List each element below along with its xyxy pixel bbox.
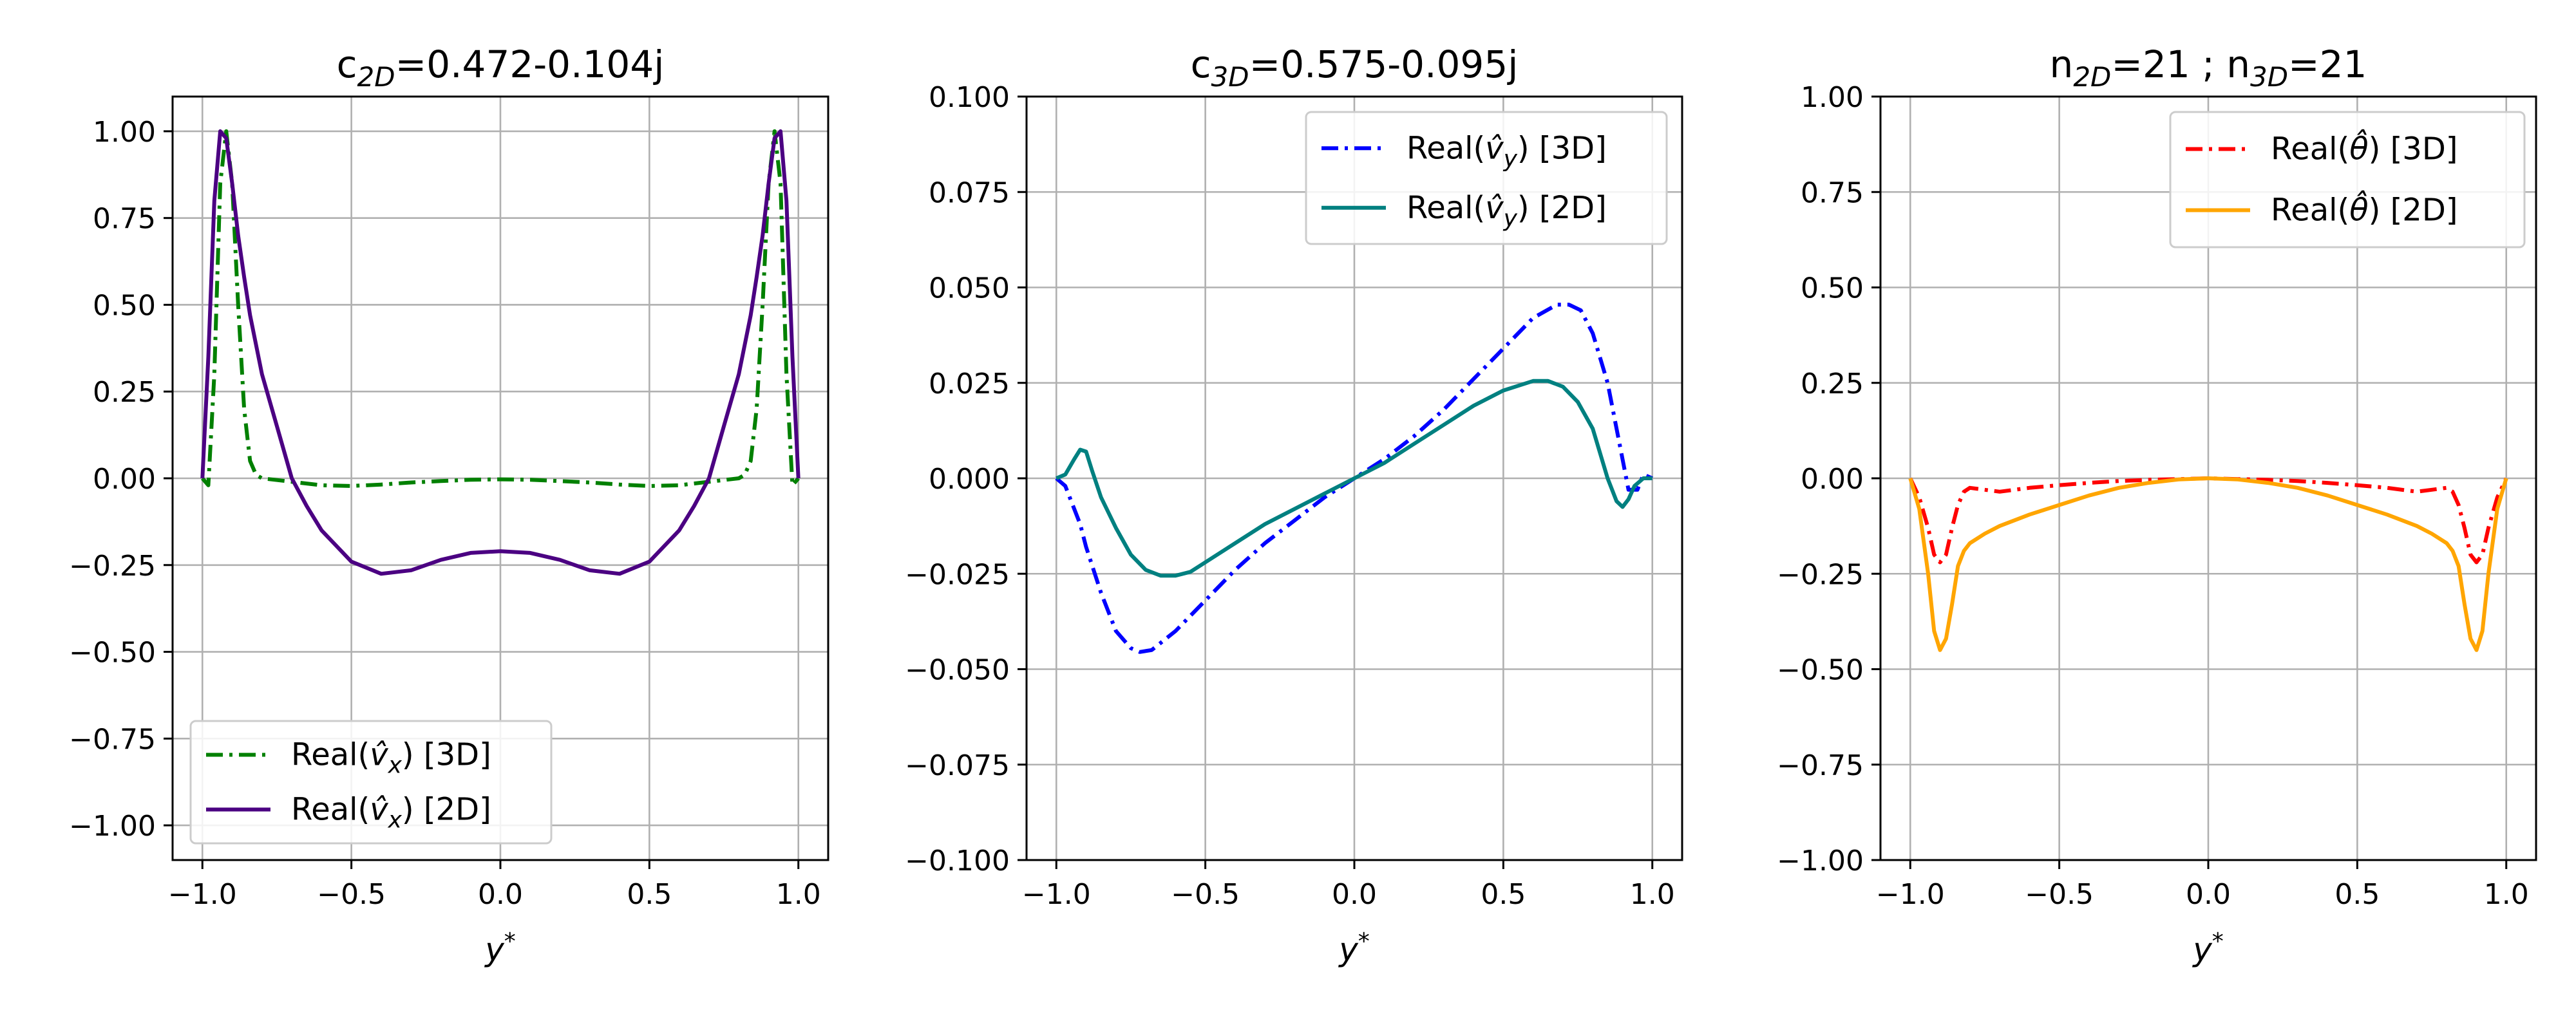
legend: Real(v̂y) [3D] Real(v̂y) [2D] — [1305, 111, 1668, 245]
x-tick-label: 1.0 — [1630, 878, 1675, 911]
y-tick-label: 0.100 — [929, 81, 1010, 114]
legend-box — [1305, 111, 1668, 245]
x-tick-label: 0.5 — [627, 878, 672, 911]
x-axis-label: y* — [484, 928, 516, 968]
chart-title: n2D=21 ; n3D=21 — [2050, 42, 2367, 93]
legend-label-1: Real(v̂y) [3D] — [1406, 130, 1607, 172]
y-tick-label: −0.075 — [905, 749, 1010, 782]
x-tick-label: −1.0 — [168, 878, 237, 911]
legend-label-2: Real(v̂y) [2D] — [1406, 190, 1607, 232]
series-line-2 — [1056, 379, 1653, 578]
y-tick-label: −0.50 — [1777, 654, 1864, 687]
y-tick-label: −1.00 — [1777, 845, 1864, 877]
series-line-1 — [201, 129, 800, 488]
y-tick-label: 0.50 — [1801, 272, 1864, 305]
y-tick-label: −0.75 — [1777, 749, 1864, 782]
y-tick-label: 0.25 — [93, 376, 156, 409]
legend-box — [189, 720, 553, 845]
chart-panel-3: −1.0 −0.5 0.0 0.5 1.0 −1.00 −0.75 −0.50 −0.25 0.0… — [1777, 42, 2537, 968]
legend-label-2: Real(θ̂) [2D] — [2271, 190, 2458, 229]
y-tick-label: −0.025 — [905, 558, 1010, 591]
x-tick-label: 0.0 — [2186, 878, 2231, 911]
x-tick-label: −0.5 — [2025, 878, 2094, 911]
x-axis-label: y* — [1338, 928, 1370, 968]
y-tick-label: −0.25 — [69, 550, 156, 583]
x-tick-label: −1.0 — [1876, 878, 1945, 911]
x-tick-label: −0.5 — [1171, 878, 1240, 911]
y-tick-label: 0.25 — [1801, 368, 1864, 400]
y-tick-label: 0.050 — [929, 272, 1010, 305]
chart-panel-2: −1.0 −0.5 0.0 0.5 1.0 −0.100 −0.075 −0.050 −0.02… — [905, 42, 1683, 968]
y-tick-label: 1.00 — [1801, 81, 1864, 114]
y-tick-label: −0.75 — [69, 723, 156, 756]
legend: Real(v̂x) [3D] Real(v̂x) [2D] — [189, 720, 553, 845]
y-tick-label: 0.00 — [1801, 463, 1864, 496]
y-tick-label: −0.100 — [905, 845, 1010, 877]
legend: Real(θ̂) [3D] Real(θ̂) [2D] — [2169, 111, 2526, 248]
legend-label-1: Real(θ̂) [3D] — [2271, 129, 2458, 167]
y-tick-label: 0.00 — [93, 463, 156, 496]
y-tick-label: −0.50 — [69, 637, 156, 670]
y-tick-label: 0.000 — [929, 463, 1010, 496]
x-tick-label: 1.0 — [776, 878, 821, 911]
x-axis-label: y* — [2192, 928, 2224, 968]
series-line-1 — [1908, 476, 2508, 565]
y-tick-label: 0.50 — [93, 289, 156, 322]
legend-label-1: Real(v̂x) [3D] — [291, 737, 491, 779]
x-tick-label: −0.5 — [317, 878, 386, 911]
chart-title: c2D=0.472-0.104j — [337, 42, 665, 93]
x-tick-label: 0.0 — [478, 878, 523, 911]
legend-label-2: Real(v̂x) [2D] — [291, 792, 491, 834]
legend-box — [2169, 111, 2526, 248]
chart-panel-1: −1.0 −0.5 0.0 0.5 1.0 −1.00 −0.75 −0.50 −0.25 0.0… — [69, 42, 829, 968]
chart-title: c3D=0.575-0.095j — [1191, 42, 1519, 93]
y-tick-label: −0.050 — [905, 654, 1010, 687]
series-group — [1055, 303, 1653, 654]
series-group — [1908, 476, 2508, 652]
y-tick-label: 1.00 — [93, 116, 156, 149]
y-tick-label: 0.75 — [93, 203, 156, 236]
x-tick-label: 0.0 — [1332, 878, 1377, 911]
x-tick-label: −1.0 — [1022, 878, 1091, 911]
x-tick-label: 0.5 — [2334, 878, 2380, 911]
y-tick-label: 0.075 — [929, 176, 1010, 209]
y-tick-label: 0.025 — [929, 368, 1010, 400]
x-tick-label: 0.5 — [1481, 878, 1526, 911]
series-group — [200, 129, 800, 576]
y-tick-label: −1.00 — [69, 810, 156, 843]
series-line-2 — [1908, 476, 2508, 652]
y-tick-label: −0.25 — [1777, 558, 1864, 591]
series-line-2 — [200, 129, 800, 576]
y-tick-label: 0.75 — [1801, 176, 1864, 209]
x-tick-label: 1.0 — [2484, 878, 2529, 911]
